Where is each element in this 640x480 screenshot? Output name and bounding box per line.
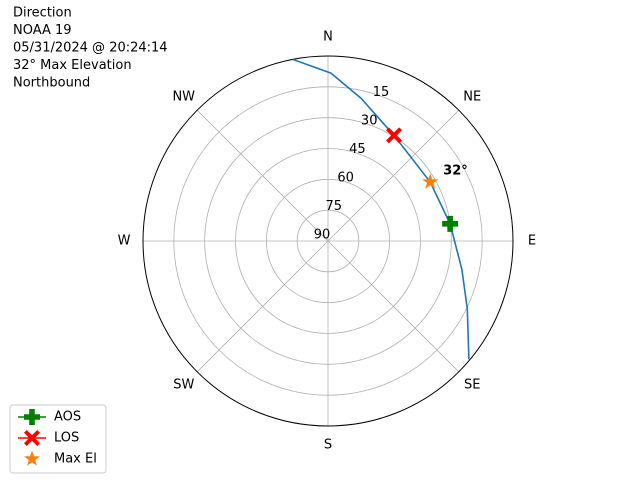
- r-tick-label: 30: [361, 114, 378, 129]
- title-line: 32° Max Elevation: [13, 58, 132, 73]
- legend-label: Max El: [54, 452, 97, 467]
- title-line: Direction: [13, 6, 72, 21]
- r-tick-label: 45: [349, 142, 366, 157]
- marker: [386, 127, 403, 144]
- grid-ring: [296, 209, 360, 273]
- legend-marker: [24, 430, 40, 446]
- grid-ring: [235, 148, 421, 334]
- direction-label: N: [323, 30, 333, 45]
- direction-label: NE: [463, 89, 481, 104]
- title-line: Northbound: [13, 76, 90, 91]
- grid-ring: [265, 178, 391, 304]
- r-tick-label: 90: [314, 228, 331, 243]
- r-tick-label: 15: [373, 85, 390, 100]
- direction-label: SW: [173, 378, 194, 393]
- legend-label: LOS: [54, 431, 79, 446]
- legend-frame: [9, 404, 107, 474]
- direction-label: W: [118, 234, 131, 249]
- title-line: 05/31/2024 @ 20:24:14: [13, 41, 168, 56]
- grid-ring: [173, 86, 483, 396]
- r-tick-label: 60: [337, 171, 354, 186]
- direction-label: S: [324, 438, 332, 453]
- marker: [422, 173, 439, 189]
- legend-marker: [24, 409, 40, 425]
- annotation: 32°: [443, 164, 468, 179]
- r-tick-label: 75: [326, 199, 343, 214]
- legend-marker: [24, 450, 40, 466]
- title-line: NOAA 19: [13, 23, 72, 38]
- marker: [442, 215, 459, 232]
- legend-label: AOS: [54, 410, 81, 425]
- direction-label: E: [528, 234, 536, 249]
- direction-label: NW: [172, 89, 195, 104]
- outer-circle: [142, 55, 514, 427]
- grid-ring: [204, 117, 452, 365]
- direction-label: SE: [464, 378, 480, 393]
